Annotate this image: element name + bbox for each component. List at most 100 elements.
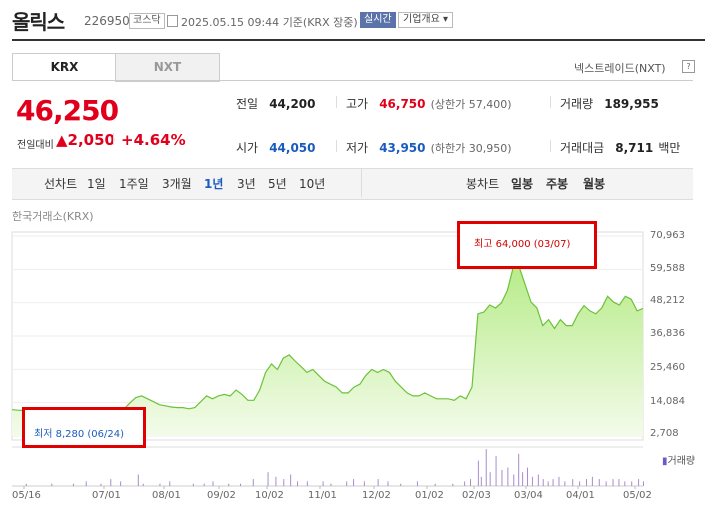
volume-bar <box>605 481 607 486</box>
volume: 거래량 189,955 <box>560 97 659 111</box>
prev-close: 전일 44,200 <box>236 97 316 111</box>
volume-bar <box>477 460 479 486</box>
company-info-dropdown[interactable]: 기업개요 ▾ <box>398 12 453 28</box>
volume-bar <box>452 483 454 486</box>
volume-bar <box>159 483 161 486</box>
low-price: 저가 43,950 (하한가 30,950) <box>346 141 512 155</box>
volume-bar <box>495 456 497 486</box>
volume-bar <box>591 476 593 486</box>
candle-daily[interactable]: 일봉 <box>511 177 534 191</box>
volume-bar <box>228 483 230 486</box>
period-5y[interactable]: 5년 <box>268 177 287 191</box>
x-tick-label: 02/03 <box>462 490 491 501</box>
low-annotation: 최저 8,280 (06/24) <box>34 429 125 440</box>
x-tick-label: 07/01 <box>92 490 121 501</box>
volume-bar <box>638 479 640 486</box>
divider <box>336 140 337 152</box>
volume-bar <box>72 483 74 486</box>
volume-bar <box>203 483 205 486</box>
volume-bar <box>513 474 515 486</box>
realtime-button[interactable]: 실시간 <box>360 12 396 28</box>
volume-bar <box>85 481 87 486</box>
candle-weekly[interactable]: 주봉 <box>546 177 569 191</box>
volume-bar <box>572 479 574 486</box>
x-tick-label: 01/02 <box>415 490 444 501</box>
divider <box>550 140 551 152</box>
help-icon[interactable]: ? <box>682 60 695 73</box>
volume-bar <box>353 479 355 486</box>
volume-bar <box>579 481 581 486</box>
divider <box>550 96 551 108</box>
x-tick-label: 11/01 <box>308 490 337 501</box>
volume-bar <box>416 481 418 486</box>
volume-bar <box>585 479 587 486</box>
stock-code: 226950 <box>84 14 130 28</box>
y-tick-label: 70,963 <box>650 230 685 241</box>
volume-bar <box>142 483 144 486</box>
volume-bar <box>485 449 487 486</box>
volume-bar <box>252 479 254 486</box>
period-1y[interactable]: 1년 <box>204 177 224 191</box>
volume-bar <box>290 474 292 486</box>
volume-bar <box>537 474 539 486</box>
change-percent: +4.64% <box>121 131 186 149</box>
volume-bar <box>51 483 53 486</box>
volume-bar <box>120 481 122 486</box>
volume-bar <box>552 479 554 486</box>
price-area <box>12 267 643 436</box>
volume-bar <box>527 467 529 486</box>
x-tick-label: 04/01 <box>566 490 595 501</box>
volume-bar <box>624 481 626 486</box>
period-1d[interactable]: 1일 <box>87 177 106 191</box>
volume-bar <box>275 476 277 486</box>
volume-bar <box>137 474 139 486</box>
nxt-link[interactable]: 넥스트레이드(NXT) <box>574 62 666 75</box>
open-price: 시가 44,050 <box>236 141 316 155</box>
trade-amount: 거래대금 8,711 백만 <box>560 141 681 155</box>
period-3m[interactable]: 3개월 <box>162 177 192 191</box>
volume-bar <box>542 479 544 486</box>
volume-bar <box>297 481 299 486</box>
volume-bar <box>531 476 533 486</box>
volume-bar <box>192 483 194 486</box>
volume-bar <box>564 481 566 486</box>
y-tick-label: 59,588 <box>650 263 685 274</box>
tab-krx[interactable]: KRX <box>12 53 117 81</box>
period-1w[interactable]: 1주일 <box>119 177 149 191</box>
volume-bar <box>346 481 348 486</box>
volume-bar <box>612 479 614 486</box>
quote-date: 2025.05.15 09:44 기준(KRX 장중) <box>181 16 358 29</box>
volume-bar <box>470 479 472 486</box>
volume-bar <box>363 481 365 486</box>
volume-bar <box>598 479 600 486</box>
period-bar <box>12 168 693 200</box>
divider <box>361 169 362 197</box>
volume-bar <box>618 479 620 486</box>
volume-bar <box>100 483 102 486</box>
volume-bar <box>558 476 560 486</box>
calendar-icon <box>167 15 178 27</box>
volume-bar <box>377 479 379 486</box>
volume-bar <box>518 453 520 486</box>
candle-monthly[interactable]: 월봉 <box>583 177 606 191</box>
candle-chart-label: 봉차트 <box>466 177 500 191</box>
volume-bar <box>501 469 503 486</box>
x-tick-label: 09/02 <box>207 490 236 501</box>
tab-nxt[interactable]: NXT <box>115 53 220 82</box>
volume-bar <box>110 479 112 486</box>
volume-bar <box>522 472 524 486</box>
period-3y[interactable]: 3년 <box>237 177 256 191</box>
y-tick-label: 14,084 <box>650 396 685 407</box>
volume-bar <box>240 483 242 486</box>
divider <box>113 133 114 145</box>
volume-bar <box>489 472 491 486</box>
volume-bar <box>507 467 509 486</box>
period-10y[interactable]: 10년 <box>299 177 326 191</box>
x-tick-label: 05/16 <box>12 490 41 501</box>
volume-bar <box>330 483 332 486</box>
volume-bar <box>631 481 633 486</box>
stock-name: 올릭스 <box>12 10 65 34</box>
header-divider <box>12 39 705 41</box>
high-price: 고가 46,750 (상한가 57,400) <box>346 97 512 111</box>
